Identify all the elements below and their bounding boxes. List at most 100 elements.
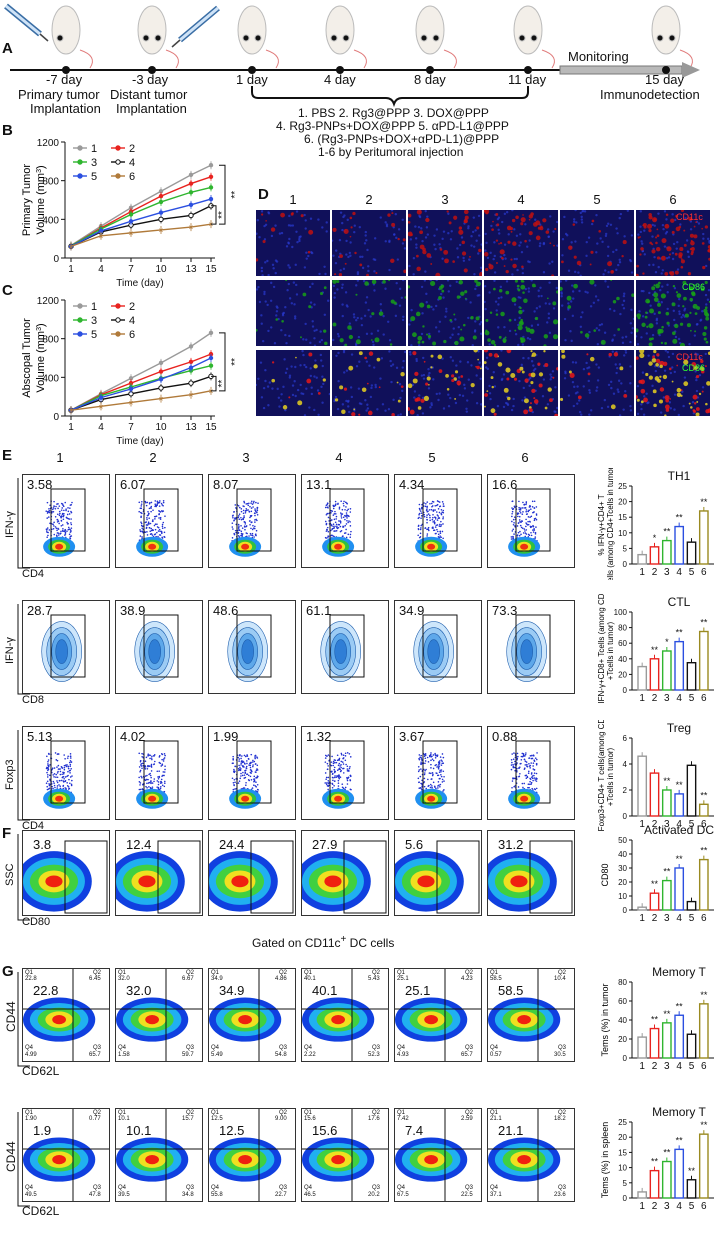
event-dot	[252, 502, 255, 504]
g-row1-ytick-label: 80	[618, 978, 627, 987]
nucleus	[702, 232, 705, 236]
nucleus	[269, 299, 273, 303]
marker-signal	[520, 222, 524, 226]
nucleus	[561, 254, 564, 257]
event-dot	[432, 526, 434, 528]
event-dot	[346, 514, 349, 517]
event-dot	[526, 765, 528, 767]
nucleus	[518, 244, 521, 247]
nucleus	[349, 386, 353, 389]
nucleus	[485, 366, 488, 369]
marker-signal	[307, 250, 311, 254]
marker-signal	[367, 410, 373, 416]
g-row1-col3-q4-label: Q4	[211, 1045, 220, 1051]
chart-b-series-4	[70, 205, 212, 248]
marker-signal	[705, 340, 709, 344]
nucleus	[365, 332, 369, 336]
nucleus	[350, 353, 354, 356]
event-dot	[440, 524, 443, 526]
nucleus	[410, 308, 413, 312]
nucleus	[587, 366, 591, 369]
marker-signal	[688, 216, 693, 221]
nucleus	[416, 413, 419, 416]
nucleus	[668, 401, 672, 404]
nucleus	[699, 318, 703, 322]
nucleus	[344, 291, 348, 294]
event-dot	[151, 758, 153, 761]
event-dot	[328, 520, 330, 522]
event-dot	[254, 756, 256, 758]
f-col3-value: 24.4	[219, 837, 245, 852]
micro-bg	[256, 350, 330, 416]
marker-signal	[658, 281, 661, 285]
marker-signal	[475, 316, 480, 321]
marker-signal	[439, 248, 443, 251]
event-dot	[66, 775, 68, 778]
nucleus	[629, 365, 632, 368]
event-dot	[250, 515, 252, 518]
nucleus	[704, 352, 707, 356]
event-dot	[432, 513, 434, 516]
event-dot	[525, 761, 528, 763]
nucleus	[259, 361, 263, 364]
event-dot	[157, 777, 160, 780]
event-dot	[150, 781, 152, 784]
nucleus	[629, 404, 632, 408]
event-dot	[251, 787, 254, 789]
nucleus	[647, 401, 650, 404]
nucleus	[612, 250, 615, 254]
treatment-line-1: 1. PBS 2. Rg3@PPP 3. DOX@PPP	[298, 106, 489, 120]
event-dot	[57, 507, 59, 510]
event-dot	[424, 757, 427, 760]
marker-signal	[655, 241, 658, 245]
event-dot	[49, 522, 51, 525]
marker-signal	[479, 367, 482, 370]
event-dot	[47, 534, 49, 537]
nucleus	[596, 379, 600, 382]
nucleus	[649, 304, 652, 307]
nucleus	[284, 305, 287, 309]
event-dot	[530, 531, 532, 534]
event-dot	[526, 763, 528, 766]
event-dot	[338, 762, 341, 765]
g-row2-col2-q1: 10.1	[118, 1116, 130, 1122]
event-dot	[531, 500, 534, 503]
nucleus	[470, 235, 473, 238]
chart-b-legend-marker	[77, 159, 83, 165]
flow-col-2: 2	[149, 450, 157, 465]
f-bar-3	[661, 879, 672, 911]
marker-signal	[644, 315, 648, 319]
event-dot	[47, 760, 49, 763]
marker-signal	[416, 210, 422, 215]
nucleus	[574, 240, 577, 243]
nucleus	[337, 379, 340, 383]
event-dot	[435, 511, 438, 513]
nucleus	[547, 316, 551, 320]
chart-b-point	[188, 202, 194, 208]
event-dot	[233, 511, 235, 513]
event-dot	[46, 512, 49, 514]
e-row2-bar-5	[686, 661, 697, 691]
event-dot	[530, 783, 532, 785]
nucleus	[435, 392, 438, 396]
event-dot	[529, 754, 532, 757]
event-dot	[150, 776, 152, 779]
event-dot	[349, 779, 352, 782]
event-dot	[149, 774, 152, 777]
nucleus	[531, 410, 534, 414]
nucleus	[415, 359, 418, 363]
contour-ring	[241, 639, 255, 664]
nucleus	[258, 236, 261, 239]
nucleus	[530, 324, 534, 327]
nucleus	[530, 280, 533, 282]
event-dot	[348, 520, 350, 522]
nucleus	[282, 385, 285, 389]
nucleus	[447, 393, 450, 396]
axis-arrow	[17, 834, 30, 921]
marker-signal	[641, 322, 646, 327]
nucleus	[449, 396, 452, 400]
nucleus	[519, 296, 522, 300]
nucleus	[276, 306, 279, 309]
nucleus	[677, 337, 681, 341]
event-dot	[342, 757, 345, 760]
